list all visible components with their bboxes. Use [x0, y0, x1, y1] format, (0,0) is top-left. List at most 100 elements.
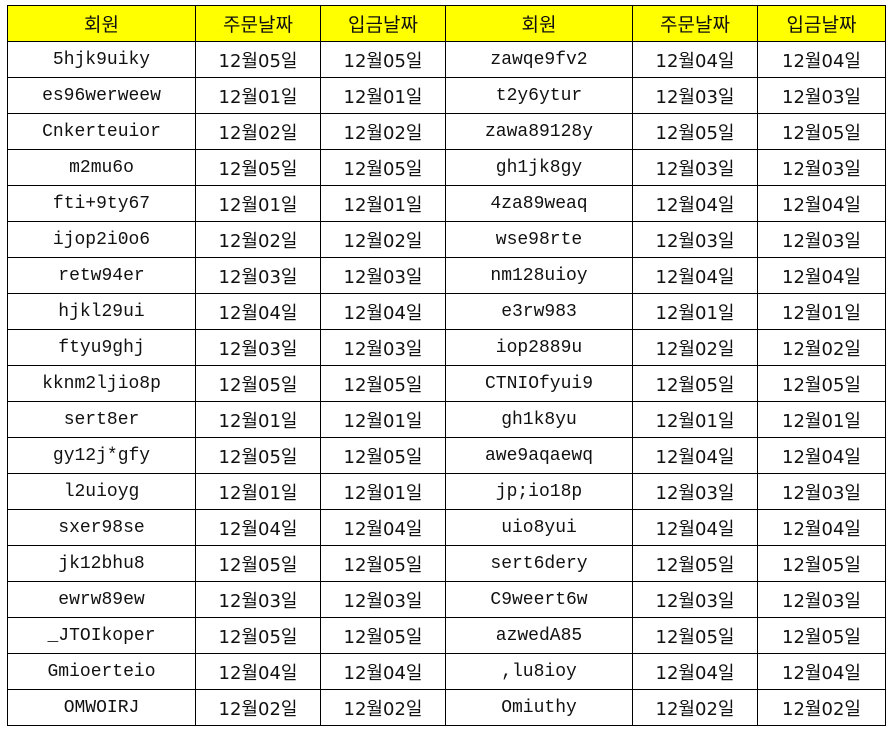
member-cell[interactable]: ijop2i0o6: [7, 221, 196, 258]
member-cell[interactable]: azwedA85: [445, 617, 633, 654]
member-cell[interactable]: sxer98se: [7, 509, 196, 546]
order-date-cell[interactable]: 12월05일: [195, 41, 321, 78]
member-cell[interactable]: kknm2ljio8p: [7, 365, 196, 402]
payment-date-cell[interactable]: 12월04일: [757, 653, 886, 690]
order-date-cell[interactable]: 12월03일: [195, 257, 321, 294]
member-cell[interactable]: uio8yui: [445, 509, 633, 546]
order-date-cell[interactable]: 12월04일: [632, 509, 758, 546]
order-date-cell[interactable]: 12월01일: [195, 77, 321, 114]
order-date-cell[interactable]: 12월04일: [632, 185, 758, 222]
header-order-date[interactable]: 주문날짜: [632, 5, 758, 42]
order-date-cell[interactable]: 12월03일: [632, 77, 758, 114]
payment-date-cell[interactable]: 12월01일: [320, 401, 446, 438]
order-date-cell[interactable]: 12월03일: [195, 581, 321, 618]
payment-date-cell[interactable]: 12월04일: [320, 509, 446, 546]
order-date-cell[interactable]: 12월02일: [195, 689, 321, 726]
header-order-date[interactable]: 주문날짜: [195, 5, 321, 42]
payment-date-cell[interactable]: 12월04일: [757, 41, 886, 78]
header-member[interactable]: 회원: [445, 5, 633, 42]
order-date-cell[interactable]: 12월05일: [632, 113, 758, 150]
member-cell[interactable]: Gmioerteio: [7, 653, 196, 690]
member-cell[interactable]: retw94er: [7, 257, 196, 294]
member-cell[interactable]: gh1jk8gy: [445, 149, 633, 186]
member-cell[interactable]: gy12j*gfy: [7, 437, 196, 474]
member-cell[interactable]: es96werweew: [7, 77, 196, 114]
member-cell[interactable]: 5hjk9uiky: [7, 41, 196, 78]
payment-date-cell[interactable]: 12월04일: [757, 257, 886, 294]
order-date-cell[interactable]: 12월05일: [632, 365, 758, 402]
payment-date-cell[interactable]: 12월02일: [757, 689, 886, 726]
payment-date-cell[interactable]: 12월05일: [320, 149, 446, 186]
payment-date-cell[interactable]: 12월03일: [320, 329, 446, 366]
member-cell[interactable]: l2uioyg: [7, 473, 196, 510]
payment-date-cell[interactable]: 12월03일: [757, 221, 886, 258]
payment-date-cell[interactable]: 12월02일: [757, 329, 886, 366]
member-cell[interactable]: C9weert6w: [445, 581, 633, 618]
payment-date-cell[interactable]: 12월02일: [320, 221, 446, 258]
payment-date-cell[interactable]: 12월01일: [320, 185, 446, 222]
payment-date-cell[interactable]: 12월03일: [757, 77, 886, 114]
member-cell[interactable]: sert8er: [7, 401, 196, 438]
payment-date-cell[interactable]: 12월04일: [757, 185, 886, 222]
order-date-cell[interactable]: 12월05일: [195, 617, 321, 654]
payment-date-cell[interactable]: 12월05일: [757, 365, 886, 402]
order-date-cell[interactable]: 12월04일: [195, 653, 321, 690]
order-date-cell[interactable]: 12월01일: [195, 185, 321, 222]
member-cell[interactable]: zawa89128y: [445, 113, 633, 150]
member-cell[interactable]: m2mu6o: [7, 149, 196, 186]
member-cell[interactable]: OMWOIRJ: [7, 689, 196, 726]
payment-date-cell[interactable]: 12월03일: [757, 473, 886, 510]
order-date-cell[interactable]: 12월03일: [632, 149, 758, 186]
order-date-cell[interactable]: 12월03일: [632, 221, 758, 258]
member-cell[interactable]: ewrw89ew: [7, 581, 196, 618]
order-date-cell[interactable]: 12월04일: [195, 293, 321, 330]
payment-date-cell[interactable]: 12월01일: [320, 77, 446, 114]
order-date-cell[interactable]: 12월01일: [632, 401, 758, 438]
order-date-cell[interactable]: 12월02일: [195, 221, 321, 258]
order-date-cell[interactable]: 12월05일: [195, 437, 321, 474]
payment-date-cell[interactable]: 12월05일: [320, 41, 446, 78]
member-cell[interactable]: gh1k8yu: [445, 401, 633, 438]
payment-date-cell[interactable]: 12월02일: [320, 113, 446, 150]
order-date-cell[interactable]: 12월05일: [632, 545, 758, 582]
payment-date-cell[interactable]: 12월05일: [320, 617, 446, 654]
payment-date-cell[interactable]: 12월05일: [757, 545, 886, 582]
member-cell[interactable]: e3rw983: [445, 293, 633, 330]
member-cell[interactable]: 4za89weaq: [445, 185, 633, 222]
payment-date-cell[interactable]: 12월05일: [757, 113, 886, 150]
order-date-cell[interactable]: 12월03일: [632, 473, 758, 510]
payment-date-cell[interactable]: 12월05일: [320, 365, 446, 402]
member-cell[interactable]: Cnkerteuior: [7, 113, 196, 150]
payment-date-cell[interactable]: 12월01일: [320, 473, 446, 510]
order-date-cell[interactable]: 12월04일: [632, 41, 758, 78]
member-cell[interactable]: t2y6ytur: [445, 77, 633, 114]
payment-date-cell[interactable]: 12월05일: [320, 545, 446, 582]
order-date-cell[interactable]: 12월01일: [195, 401, 321, 438]
order-date-cell[interactable]: 12월01일: [632, 293, 758, 330]
member-cell[interactable]: wse98rte: [445, 221, 633, 258]
member-cell[interactable]: fti+9ty67: [7, 185, 196, 222]
member-cell[interactable]: CTNIOfyui9: [445, 365, 633, 402]
payment-date-cell[interactable]: 12월03일: [757, 149, 886, 186]
member-cell[interactable]: zawqe9fv2: [445, 41, 633, 78]
order-date-cell[interactable]: 12월05일: [632, 617, 758, 654]
order-date-cell[interactable]: 12월02일: [632, 689, 758, 726]
order-date-cell[interactable]: 12월03일: [632, 581, 758, 618]
payment-date-cell[interactable]: 12월03일: [320, 581, 446, 618]
order-date-cell[interactable]: 12월04일: [632, 437, 758, 474]
member-cell[interactable]: ftyu9ghj: [7, 329, 196, 366]
payment-date-cell[interactable]: 12월04일: [757, 437, 886, 474]
member-cell[interactable]: jp;io18p: [445, 473, 633, 510]
order-date-cell[interactable]: 12월01일: [195, 473, 321, 510]
payment-date-cell[interactable]: 12월01일: [757, 293, 886, 330]
member-cell[interactable]: Omiuthy: [445, 689, 633, 726]
order-date-cell[interactable]: 12월05일: [195, 365, 321, 402]
member-cell[interactable]: awe9aqaewq: [445, 437, 633, 474]
payment-date-cell[interactable]: 12월03일: [320, 257, 446, 294]
order-date-cell[interactable]: 12월03일: [195, 329, 321, 366]
order-date-cell[interactable]: 12월02일: [632, 329, 758, 366]
payment-date-cell[interactable]: 12월03일: [757, 581, 886, 618]
order-date-cell[interactable]: 12월05일: [195, 545, 321, 582]
order-date-cell[interactable]: 12월04일: [195, 509, 321, 546]
member-cell[interactable]: ,lu8ioy: [445, 653, 633, 690]
